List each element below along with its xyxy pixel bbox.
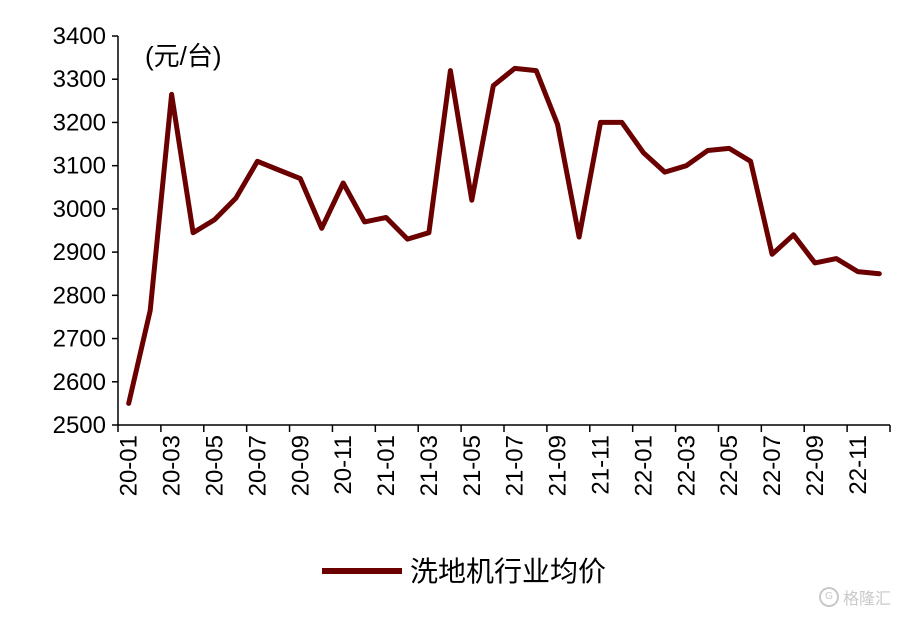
x-tick-label: 20-07 — [244, 435, 271, 496]
legend-label: 洗地机行业均价 — [410, 556, 606, 587]
y-tick-label: 3300 — [53, 66, 106, 93]
legend: 洗地机行业均价 — [322, 556, 606, 587]
y-tick-label: 2900 — [53, 239, 106, 266]
series-line — [126, 65, 882, 406]
y-tick-label: 3200 — [53, 109, 106, 136]
series-layer — [126, 65, 882, 406]
watermark-text: 格隆汇 — [842, 591, 891, 608]
y-tick-label: 2800 — [53, 282, 106, 309]
x-tick-label: 21-05 — [459, 435, 486, 496]
g-circle-icon: G — [818, 587, 839, 607]
x-tick-label: 22-05 — [716, 435, 743, 496]
x-axis: 20-01 20-03 20-05 20-07 20-09 20-11 21-01 21-03… — [116, 424, 891, 496]
y-tick-label: 3400 — [53, 23, 106, 50]
y-tick-label: 2500 — [53, 412, 106, 439]
x-tick-label: 22-11 — [845, 435, 872, 495]
watermark: G 格隆汇 — [818, 585, 891, 609]
unit-label: (元/台) — [145, 41, 222, 71]
x-tick-label: 20-03 — [159, 435, 186, 496]
y-tick-label: 2700 — [53, 326, 106, 353]
x-tick-label: 22-09 — [802, 435, 829, 496]
x-tick-label: 22-07 — [759, 435, 786, 496]
x-tick-label: 20-01 — [116, 435, 143, 496]
x-tick-label: 21-03 — [416, 435, 443, 496]
x-tick-label: 20-11 — [330, 435, 357, 495]
x-tick-label: 21-07 — [502, 435, 529, 496]
y-tick-label: 3100 — [53, 153, 106, 180]
y-tick-label: 3000 — [53, 196, 106, 223]
x-tick-label: 20-05 — [202, 435, 229, 496]
x-tick-label: 21-11 — [588, 435, 615, 495]
x-tick-label: 22-03 — [673, 435, 700, 496]
x-tick-label: 21-09 — [545, 435, 572, 496]
x-tick-label: 20-09 — [287, 435, 314, 496]
y-axis: 2500 2600 2700 2800 2900 3000 3100 3200 3300 3400 — [53, 23, 119, 439]
x-tick-label: 21-01 — [373, 435, 400, 496]
y-tick-label: 2600 — [53, 369, 106, 396]
x-tick-label: 22-01 — [630, 435, 657, 496]
